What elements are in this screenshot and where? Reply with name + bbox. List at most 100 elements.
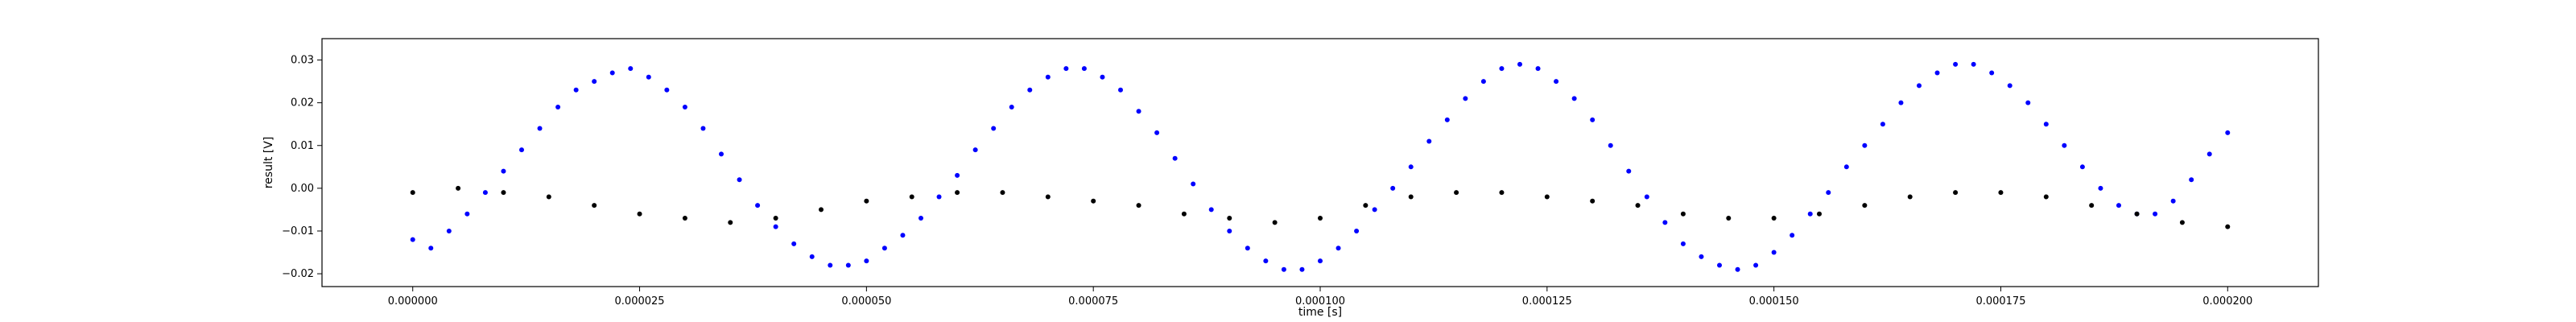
x-tick-label: 0.000150 — [1749, 295, 1799, 308]
data-point — [1680, 211, 1686, 217]
data-point — [2170, 198, 2176, 204]
x-tick-label: 0.000200 — [2202, 295, 2252, 308]
data-point — [2189, 177, 2194, 183]
y-tick-label: −0.01 — [282, 225, 314, 237]
data-point — [1081, 66, 1087, 72]
data-point — [2062, 142, 2067, 148]
data-point — [1063, 66, 1069, 72]
data-point — [1862, 203, 1868, 208]
data-point — [2043, 122, 2049, 127]
data-point — [628, 66, 634, 72]
data-point — [1608, 142, 1613, 148]
x-tick-label: 0.000050 — [841, 295, 891, 308]
data-point — [2134, 211, 2140, 217]
data-point — [773, 216, 778, 221]
data-point — [501, 190, 506, 196]
data-point — [1535, 66, 1541, 72]
data-point — [791, 241, 797, 246]
data-point — [646, 74, 651, 80]
data-point — [2025, 100, 2031, 105]
x-tick-label: 0.000125 — [1522, 295, 1572, 308]
data-point — [1989, 70, 1995, 76]
data-point — [482, 190, 488, 196]
data-point — [1771, 216, 1777, 221]
data-point — [2225, 224, 2231, 229]
data-point — [1862, 142, 1868, 148]
data-point — [2225, 130, 2231, 135]
data-point — [1245, 246, 1250, 251]
data-point — [592, 79, 597, 85]
data-point — [1118, 87, 1123, 93]
data-point — [1662, 220, 1668, 225]
y-tick-label: −0.02 — [282, 268, 314, 280]
data-point — [446, 228, 452, 233]
y-axis-label: result [V] — [262, 137, 275, 189]
data-point — [1181, 211, 1187, 217]
data-point — [1027, 87, 1033, 93]
data-point — [2116, 203, 2121, 208]
data-point — [456, 185, 461, 191]
data-point — [546, 194, 551, 200]
series-layer — [410, 61, 2231, 272]
data-point — [2089, 203, 2095, 208]
data-point — [464, 211, 470, 217]
data-point — [1880, 122, 1885, 127]
data-point — [428, 246, 434, 251]
y-tick-label: 0.00 — [291, 183, 314, 195]
x-tick-label: 0.000075 — [1068, 295, 1118, 308]
data-point — [519, 147, 524, 153]
data-point — [2153, 211, 2158, 217]
data-point — [555, 104, 561, 109]
data-point — [2079, 164, 2085, 170]
data-point — [1499, 190, 1505, 196]
data-point — [864, 258, 869, 264]
data-point — [1191, 181, 1196, 187]
data-point — [682, 104, 687, 109]
data-point — [1136, 203, 1141, 208]
data-point — [1917, 83, 1922, 89]
data-point — [1408, 164, 1414, 170]
data-point — [2043, 194, 2049, 200]
data-point — [1717, 262, 1722, 268]
data-point — [1934, 70, 1940, 76]
data-point — [919, 216, 923, 221]
x-axis-label: time [s] — [1298, 306, 1342, 319]
data-point — [1045, 194, 1051, 200]
data-point — [955, 172, 960, 178]
data-point — [1009, 104, 1014, 109]
data-point — [1172, 155, 1178, 161]
data-point — [1390, 185, 1396, 191]
data-point — [1281, 266, 1286, 272]
data-point — [664, 87, 670, 93]
data-point — [1444, 117, 1450, 122]
data-point — [955, 190, 960, 196]
data-point — [909, 194, 914, 200]
data-point — [1626, 168, 1632, 174]
data-point — [900, 233, 906, 238]
data-point — [1208, 207, 1214, 213]
data-point — [1953, 61, 1959, 67]
data-point — [1554, 79, 1559, 85]
data-point — [637, 211, 642, 217]
data-point — [573, 87, 579, 93]
data-point — [1499, 66, 1505, 72]
data-point — [1590, 198, 1596, 204]
data-point — [809, 254, 815, 259]
data-point — [1826, 190, 1831, 196]
series-0 — [410, 61, 2231, 272]
data-point — [2007, 83, 2013, 89]
data-point — [845, 262, 851, 268]
data-point — [1000, 190, 1005, 196]
data-point — [2207, 151, 2212, 157]
series-1 — [410, 185, 2231, 229]
data-point — [1091, 198, 1096, 204]
data-point — [773, 224, 778, 229]
data-point — [1807, 211, 1813, 217]
data-point — [719, 151, 724, 157]
data-point — [1753, 262, 1759, 268]
data-point — [1318, 216, 1323, 221]
data-point — [609, 70, 615, 76]
data-point — [1971, 61, 1976, 67]
data-point — [1998, 190, 2004, 196]
data-point — [1843, 164, 1849, 170]
